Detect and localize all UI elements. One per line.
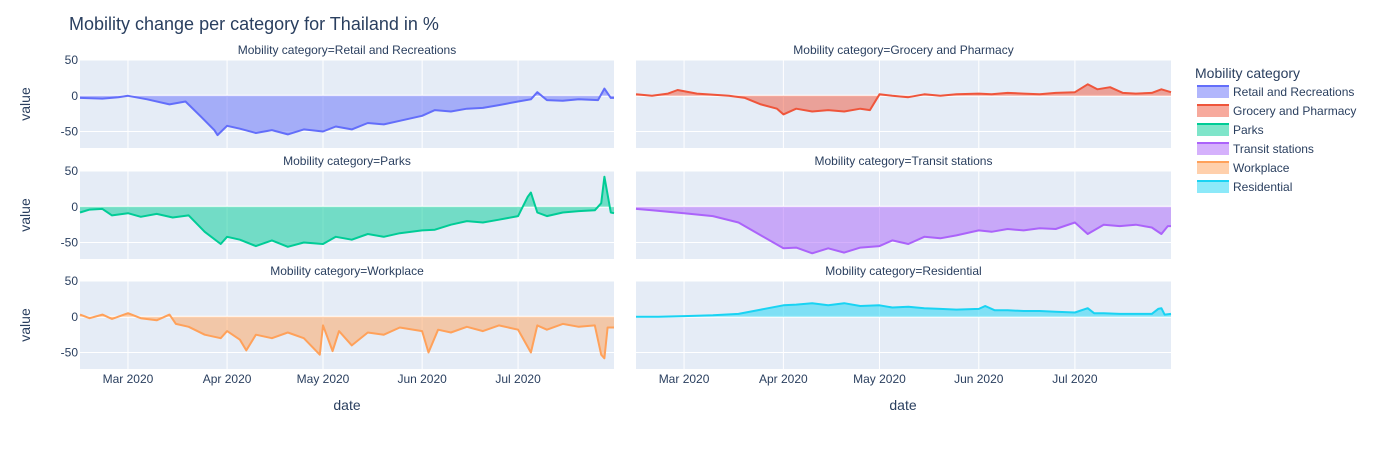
facet-retail-and-recreations: Mobility category=Retail and Recreations… [17,43,614,148]
series-line [79,87,614,137]
legend: Mobility category Retail and Recreations… [1195,65,1356,194]
series-line [79,175,615,248]
facet-title: Mobility category=Workplace [270,264,424,278]
facet-workplace: Mobility category=Workplace 50 0 -50 value Ma… [17,264,614,386]
series-area [80,88,614,136]
facet-title: Mobility category=Residential [825,264,981,278]
y-tick-label: -50 [61,125,79,139]
x-tick-label: Apr 2020 [203,372,252,386]
series-line [635,83,1172,116]
x-axis-title-left: date [333,397,360,413]
facet-title: Mobility category=Parks [283,154,411,168]
y-tick-label: -50 [61,346,79,360]
x-tick-label: Mar 2020 [659,372,710,386]
y-tick-label: 0 [71,89,78,103]
facet-title: Mobility category=Transit stations [815,154,993,168]
y-axis-title: value [17,87,33,121]
plot-background [636,281,1171,369]
legend-item[interactable]: Retail and Recreations [1197,85,1354,99]
plot-background [636,60,1171,148]
x-tick-label: Jul 2020 [1052,372,1098,386]
legend-swatch-fill [1197,86,1229,98]
legend-item[interactable]: Grocery and Pharmacy [1197,104,1356,118]
series-area [636,206,1171,254]
x-tick-label: May 2020 [853,372,906,386]
legend-swatch-fill [1197,181,1229,193]
series-line [635,207,1171,255]
legend-label: Transit stations [1233,142,1314,156]
series-area [80,313,614,359]
series-area [80,176,614,247]
y-axis-title: value [17,198,33,232]
x-tick-label: Mar 2020 [103,372,154,386]
y-tick-label: 50 [65,274,79,288]
y-axis-title: value [17,308,33,342]
y-tick-label: 0 [71,310,78,324]
x-axis-title-right: date [889,397,916,413]
chart-title: Mobility change per category for Thailan… [69,14,439,34]
facet-title: Mobility category=Retail and Recreations [238,43,456,57]
x-tick-label: Jun 2020 [397,372,447,386]
series-line [79,312,614,360]
x-tick-label: May 2020 [297,372,350,386]
facet-residential: Mobility category=Residential Mar 2020 Apr… [636,264,1172,386]
legend-swatch-fill [1197,162,1229,174]
facet-panels: Mobility category=Retail and Recreations… [17,43,1172,386]
y-tick-label: 50 [65,53,79,67]
legend-label: Workplace [1233,161,1290,175]
legend-label: Parks [1233,123,1264,137]
legend-item[interactable]: Residential [1197,180,1292,194]
y-tick-label: -50 [61,236,79,250]
y-tick-label: 50 [65,164,79,178]
legend-swatch-fill [1197,105,1229,117]
facet-title: Mobility category=Grocery and Pharmacy [793,43,1013,57]
x-tick-label: Jul 2020 [495,372,541,386]
legend-swatch-fill [1197,124,1229,136]
legend-item[interactable]: Parks [1197,123,1264,137]
legend-items: Retail and Recreations Grocery and Pharma… [1197,85,1356,194]
x-tick-label: Jun 2020 [954,372,1004,386]
legend-swatch-fill [1197,143,1229,155]
legend-label: Grocery and Pharmacy [1233,104,1356,118]
facet-transit-stations: Mobility category=Transit stations [635,154,1171,259]
legend-title: Mobility category [1195,65,1300,81]
legend-label: Retail and Recreations [1233,85,1354,99]
legend-item[interactable]: Transit stations [1197,142,1314,156]
series-area [636,303,1171,317]
legend-item[interactable]: Workplace [1197,161,1290,175]
y-tick-label: 0 [71,200,78,214]
facet-grocery-and-pharmacy: Mobility category=Grocery and Pharmacy [635,43,1172,148]
facet-parks: Mobility category=Parks 50 0 -50 value [17,154,615,259]
x-tick-label: Apr 2020 [759,372,808,386]
legend-label: Residential [1233,180,1292,194]
series-line [636,302,1172,318]
